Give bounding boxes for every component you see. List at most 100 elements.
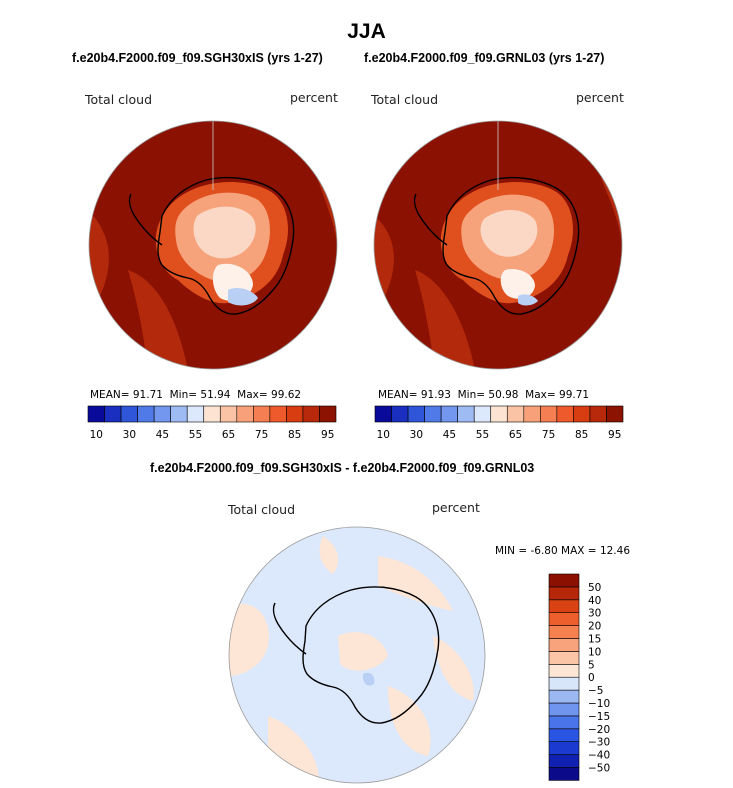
colorbar-swatch	[374, 405, 392, 423]
colorbar-swatch	[548, 754, 580, 768]
colorbar-tick-label: 85	[575, 429, 588, 441]
colorbar-swatch	[286, 405, 304, 423]
colorbar-swatch	[548, 728, 580, 743]
colorbar-swatch	[589, 405, 607, 423]
colorbar-tick-label: 30	[410, 429, 423, 441]
colorbar-tick-label: 65	[509, 429, 522, 441]
colorbar-tick-label: 10	[90, 429, 103, 441]
colorbar-swatch	[523, 405, 541, 423]
colorbar-swatch	[424, 405, 442, 423]
colorbar-swatch	[457, 405, 475, 423]
colorbar-tick-label: 30	[123, 429, 136, 441]
max-value: 12.46	[599, 545, 630, 557]
colorbar-swatch	[319, 405, 337, 423]
positive-anomaly	[388, 686, 431, 756]
colorbar-tick-label: 40	[588, 595, 601, 607]
colorbar-tick-label: −50	[588, 763, 610, 775]
colorbar-swatch	[548, 651, 580, 665]
colorbar-swatch	[548, 676, 580, 691]
negative-anomaly	[362, 672, 375, 686]
antarctic-coastline	[157, 176, 295, 315]
continent-peak-zone	[500, 268, 535, 299]
right-stats: MEAN= 91.93 Min= 50.98 Max= 99.71	[378, 389, 589, 401]
diff-polar-map	[228, 526, 486, 784]
colorbar-tick-label: −15	[588, 711, 610, 723]
page-title: JJA	[347, 20, 386, 43]
right-units-label: percent	[576, 90, 624, 105]
colorbar-swatch	[548, 664, 580, 678]
cloud-band-orange	[415, 270, 475, 369]
cloud-band-orange	[128, 270, 188, 369]
left-units-label: percent	[290, 90, 338, 105]
min-value: 50.98	[488, 389, 519, 401]
positive-anomaly	[319, 536, 339, 574]
left-polar-map	[88, 120, 338, 370]
colorbar-tick-label: 10	[377, 429, 390, 441]
colorbar-swatch	[302, 405, 320, 423]
colorbar-swatch	[253, 405, 271, 423]
colorbar-swatch	[236, 405, 254, 423]
min-label: Min=	[169, 389, 198, 401]
colorbar-tick-label: 10	[588, 646, 601, 658]
antarctic-peninsula	[272, 602, 307, 655]
colorbar-swatch	[137, 405, 155, 423]
colorbar-swatch	[269, 405, 287, 423]
colorbar-swatch	[219, 405, 238, 423]
colorbar-swatch	[548, 702, 580, 717]
colorbar-tick-label: 95	[321, 429, 334, 441]
colorbar-swatch	[548, 715, 580, 730]
colorbar-swatch	[548, 767, 580, 781]
colorbar-tick-label: 85	[288, 429, 301, 441]
diff-subtitle: f.e20b4.F2000.f09_f09.SGH30xIS - f.e20b4…	[150, 461, 535, 475]
colorbar-tick-label: 30	[588, 608, 601, 620]
colorbar-swatch	[548, 573, 580, 588]
antarctic-peninsula	[128, 193, 163, 246]
colorbar-tick-label: 20	[588, 621, 601, 633]
colorbar-swatch	[391, 405, 409, 423]
colorbar-swatch	[104, 405, 122, 423]
colorbar-tick-label: −40	[588, 750, 610, 762]
diff-units-label: percent	[432, 500, 480, 515]
right-variable-label: Total cloud	[371, 92, 439, 107]
colorbar-tick-label: −10	[588, 698, 610, 710]
mean-value: 91.71	[132, 389, 163, 401]
colorbar-tick-label: 45	[443, 429, 456, 441]
colorbar-swatch	[540, 405, 558, 423]
colorbar-swatch	[548, 638, 580, 652]
right-panel-subtitle: f.e20b4.F2000.f09_f09.GRNL03 (yrs 1-27)	[364, 51, 605, 65]
continent-plateau-zone	[480, 209, 538, 257]
colorbar-tick-label: 50	[588, 582, 601, 594]
colorbar-swatch	[490, 405, 508, 423]
colorbar-swatch	[556, 405, 574, 423]
colorbar-swatch	[606, 405, 624, 423]
colorbar-tick-label: 15	[588, 634, 601, 646]
colorbar-tick-label: −20	[588, 724, 610, 736]
colorbar-tick-label: 75	[255, 429, 268, 441]
right-colorbar: 10 30 45 55 65 75 85 95	[374, 405, 624, 441]
antarctic-peninsula	[413, 193, 448, 246]
colorbar-swatch	[440, 405, 458, 423]
right-polar-map	[373, 120, 623, 370]
left-stats: MEAN= 91.71 Min= 51.94 Max= 99.62	[90, 389, 301, 401]
colorbar-swatch	[573, 405, 591, 423]
positive-anomaly	[229, 603, 269, 676]
positive-anomaly	[378, 556, 453, 611]
colorbar-tick-label: 75	[542, 429, 555, 441]
max-label: Max=	[237, 389, 268, 401]
colorbar-tick-label: 5	[588, 659, 595, 671]
colorbar-tick-label: 95	[608, 429, 621, 441]
left-variable-label: Total cloud	[85, 92, 153, 107]
min-value: 51.94	[200, 389, 231, 401]
colorbar-swatch	[506, 405, 525, 423]
antarctic-coastline	[302, 586, 440, 724]
colorbar-swatch	[170, 405, 188, 423]
colorbar-swatch	[548, 586, 580, 601]
blue-patch	[518, 294, 538, 306]
diff-variable-label: Total cloud	[228, 502, 296, 517]
positive-anomaly	[433, 636, 474, 701]
colorbar-tick-label: −5	[588, 685, 603, 697]
max-label: MAX =	[561, 545, 597, 557]
colorbar-swatch	[548, 599, 580, 613]
min-label: MIN =	[495, 545, 528, 557]
